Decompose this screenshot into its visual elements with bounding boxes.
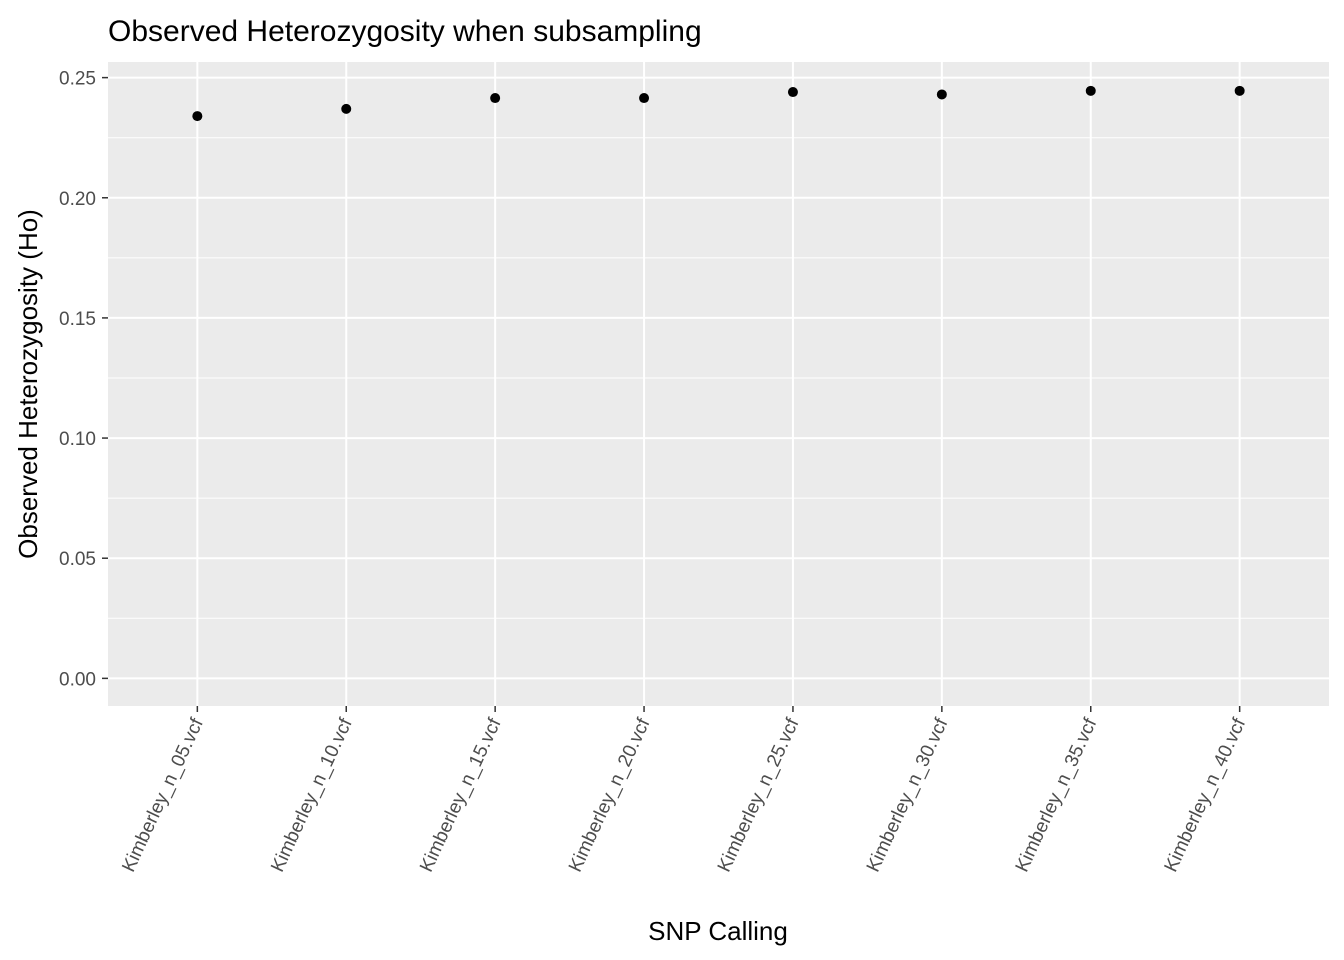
grid-minor xyxy=(108,137,1329,619)
x-tick-label: Kimberley_n_05.vcf xyxy=(118,715,208,876)
data-point xyxy=(192,111,203,122)
y-tick-label: 0.15 xyxy=(59,309,96,330)
chart-title: Observed Heterozygosity when subsampling xyxy=(108,15,702,48)
x-tick-label: Kimberley_n_10.vcf xyxy=(267,715,357,876)
x-tick-label: Kimberley_n_40.vcf xyxy=(1161,715,1251,876)
data-point xyxy=(787,87,798,98)
y-axis-title: Observed Heterozygosity (Ho) xyxy=(13,209,43,559)
data-point xyxy=(936,89,947,100)
x-tick-label: Kimberley_n_15.vcf xyxy=(416,715,506,876)
data-point xyxy=(639,93,650,104)
x-axis: Kimberley_n_05.vcf Kimberley_n_10.vcf Kimb… xyxy=(118,706,1250,875)
x-tick-label: Kimberley_n_35.vcf xyxy=(1012,715,1102,876)
y-tick-label: 0.10 xyxy=(59,429,96,450)
x-tick-label: Kimberley_n_20.vcf xyxy=(565,715,655,876)
data-point xyxy=(1234,85,1245,96)
y-axis: 0.00 0.05 0.10 0.15 0.20 0.25 xyxy=(59,69,108,690)
x-axis-title: SNP Calling xyxy=(648,916,788,946)
y-tick-label: 0.20 xyxy=(59,189,96,210)
data-points xyxy=(192,85,1245,122)
x-tick-label: Kimberley_n_25.vcf xyxy=(714,715,804,876)
x-tick-label: Kimberley_n_30.vcf xyxy=(863,715,953,876)
y-tick-label: 0.00 xyxy=(59,669,96,690)
grid-major xyxy=(108,62,1329,706)
plot-panel xyxy=(108,62,1329,706)
data-point xyxy=(1085,85,1096,96)
y-tick-label: 0.05 xyxy=(59,549,96,570)
data-point xyxy=(341,103,352,114)
y-tick-label: 0.25 xyxy=(59,69,96,90)
data-point xyxy=(490,93,501,104)
